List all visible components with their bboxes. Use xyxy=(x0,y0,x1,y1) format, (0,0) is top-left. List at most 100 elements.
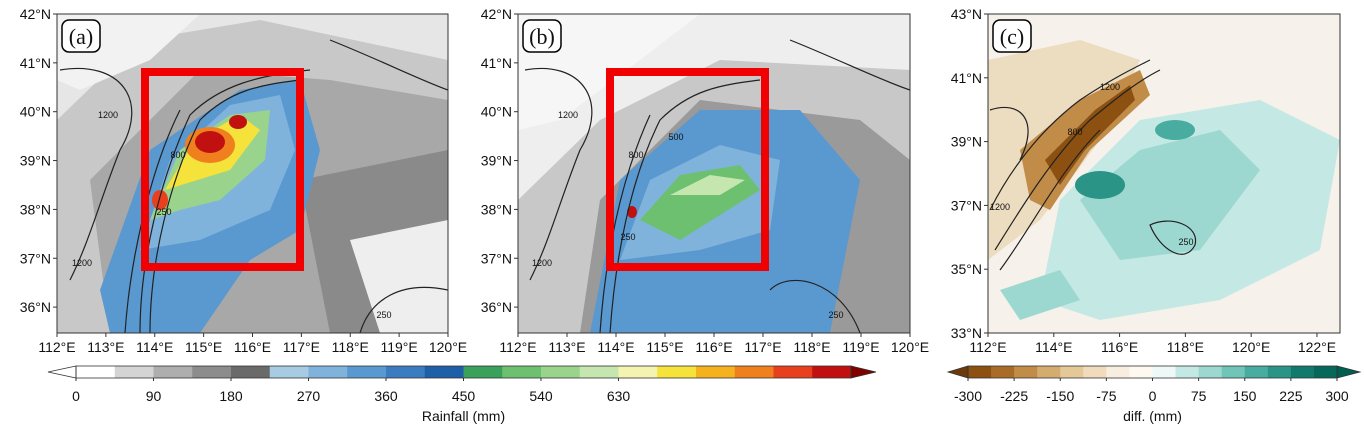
colorbar-swatch xyxy=(1244,366,1269,378)
colorbar-swatch xyxy=(1129,366,1153,378)
y-tick-label: 41°N xyxy=(20,55,51,71)
map-frame xyxy=(987,13,1341,334)
colorbar-swatch xyxy=(1267,366,1292,378)
contour-label: 250 xyxy=(376,310,391,320)
y-tick-label: 41°N xyxy=(481,55,512,71)
colorbar-swatch xyxy=(231,366,271,378)
y-tick-label: 38°N xyxy=(20,201,51,217)
contour-label: 250 xyxy=(828,310,843,320)
y-tick-label: 39°N xyxy=(20,153,51,169)
contour-label: 1200 xyxy=(98,110,118,120)
colorbar-tick-label: 360 xyxy=(374,388,398,404)
y-tick-label: 42°N xyxy=(481,6,512,22)
x-tick-label: 118°E xyxy=(1167,339,1204,355)
x-tick-label: 120°E xyxy=(1232,339,1270,355)
y-tick-label: 42°N xyxy=(20,6,51,22)
colorbar-swatch xyxy=(657,366,697,378)
panel-label: (a) xyxy=(69,24,93,49)
contour-label: 1200 xyxy=(1100,82,1120,92)
y-tick-label: 37°N xyxy=(481,250,512,266)
y-tick-label: 43°N xyxy=(951,6,982,22)
colorbar-swatch xyxy=(991,366,1015,378)
colorbar-swatch xyxy=(347,366,387,378)
x-tick-label: 116°E xyxy=(1101,339,1138,355)
x-tick-label: 113°E xyxy=(87,339,124,355)
x-tick-label: 113°E xyxy=(548,339,585,355)
colorbar-under xyxy=(47,365,77,379)
difference-field xyxy=(988,14,1340,333)
contour-label: 1200 xyxy=(72,258,92,268)
colorbar-under xyxy=(946,365,969,379)
colorbar-swatch xyxy=(1083,366,1107,378)
colorbar-over xyxy=(1336,365,1362,379)
x-tick-label: 112°E xyxy=(38,339,75,355)
colorbar-tick-label: 630 xyxy=(607,388,631,404)
y-tick-label: 40°N xyxy=(20,104,51,120)
x-tick-label: 117°E xyxy=(744,339,781,355)
colorbar-tick-label: 225 xyxy=(1279,388,1303,404)
x-tick-label: 119°E xyxy=(842,339,879,355)
colorbar-swatch xyxy=(463,366,503,378)
y-tick-label: 40°N xyxy=(481,104,512,120)
colorbar-swatch xyxy=(618,366,658,378)
panel-label-box xyxy=(61,19,101,53)
y-tick-label: 37°N xyxy=(951,197,982,213)
colorbar-swatch xyxy=(579,366,619,378)
rainfall-field xyxy=(57,14,448,333)
colorbar-swatch xyxy=(1290,366,1315,378)
contour-label: 1200 xyxy=(532,258,552,268)
contour-label: 250 xyxy=(156,207,171,217)
colorbar-swatch xyxy=(192,366,232,378)
colorbar-swatch xyxy=(269,366,309,378)
colorbar-swatch xyxy=(812,366,852,378)
colorbar-tick-label: -150 xyxy=(1046,388,1074,404)
y-tick-label: 39°N xyxy=(481,153,512,169)
colorbar-tick-label: 180 xyxy=(219,388,243,404)
colorbar-swatch xyxy=(773,366,813,378)
x-tick-label: 114°E xyxy=(597,339,634,355)
colorbar-tick-label: -225 xyxy=(1000,388,1028,404)
colorbar-tick-label: 270 xyxy=(297,388,321,404)
panel-label: (c) xyxy=(1000,24,1024,49)
colorbar-swatch xyxy=(1313,366,1338,378)
x-tick-label: 116°E xyxy=(234,339,271,355)
colorbar-tick-label: 450 xyxy=(452,388,476,404)
colorbar-tick-label: -75 xyxy=(1096,388,1116,404)
x-tick-label: 114°E xyxy=(1035,339,1072,355)
x-tick-label: 122°E xyxy=(1298,339,1336,355)
colorbar-tick-label: 540 xyxy=(529,388,553,404)
contour-label: 250 xyxy=(1178,237,1193,247)
colorbar-over xyxy=(850,365,877,379)
x-tick-label: 115°E xyxy=(185,339,222,355)
colorbar-swatch xyxy=(1037,366,1061,378)
x-tick-label: 116°E xyxy=(695,339,732,355)
colorbar-swatch xyxy=(502,366,542,378)
y-tick-label: 35°N xyxy=(951,261,982,277)
colorbar-swatch xyxy=(386,366,426,378)
colorbar-tick-label: 75 xyxy=(1191,388,1207,404)
x-tick-label: 112°E xyxy=(499,339,536,355)
contour-label: 1200 xyxy=(990,202,1010,212)
colorbar-swatch xyxy=(1175,366,1200,378)
contour-label: 800 xyxy=(628,150,643,160)
colorbar-swatch xyxy=(153,366,193,378)
x-tick-label: 112°E xyxy=(969,339,1006,355)
x-tick-label: 120°E xyxy=(891,339,929,355)
x-tick-label: 120°E xyxy=(429,339,467,355)
y-tick-label: 33°N xyxy=(951,325,982,341)
colorbar-swatch xyxy=(1106,366,1130,378)
colorbar-swatch xyxy=(968,366,992,378)
colorbar-swatch xyxy=(1014,366,1038,378)
y-tick-label: 38°N xyxy=(481,201,512,217)
x-tick-label: 115°E xyxy=(646,339,683,355)
contour-label: 250 xyxy=(620,232,635,242)
colorbar-swatch xyxy=(114,366,154,378)
colorbar-tick-label: 0 xyxy=(1149,388,1157,404)
x-tick-label: 119°E xyxy=(380,339,417,355)
colorbar-tick-label: -300 xyxy=(954,388,982,404)
x-tick-label: 114°E xyxy=(136,339,173,355)
y-tick-label: 41°N xyxy=(951,70,982,86)
colorbar-tick-label: 90 xyxy=(146,388,162,404)
panel-label: (b) xyxy=(529,24,555,49)
